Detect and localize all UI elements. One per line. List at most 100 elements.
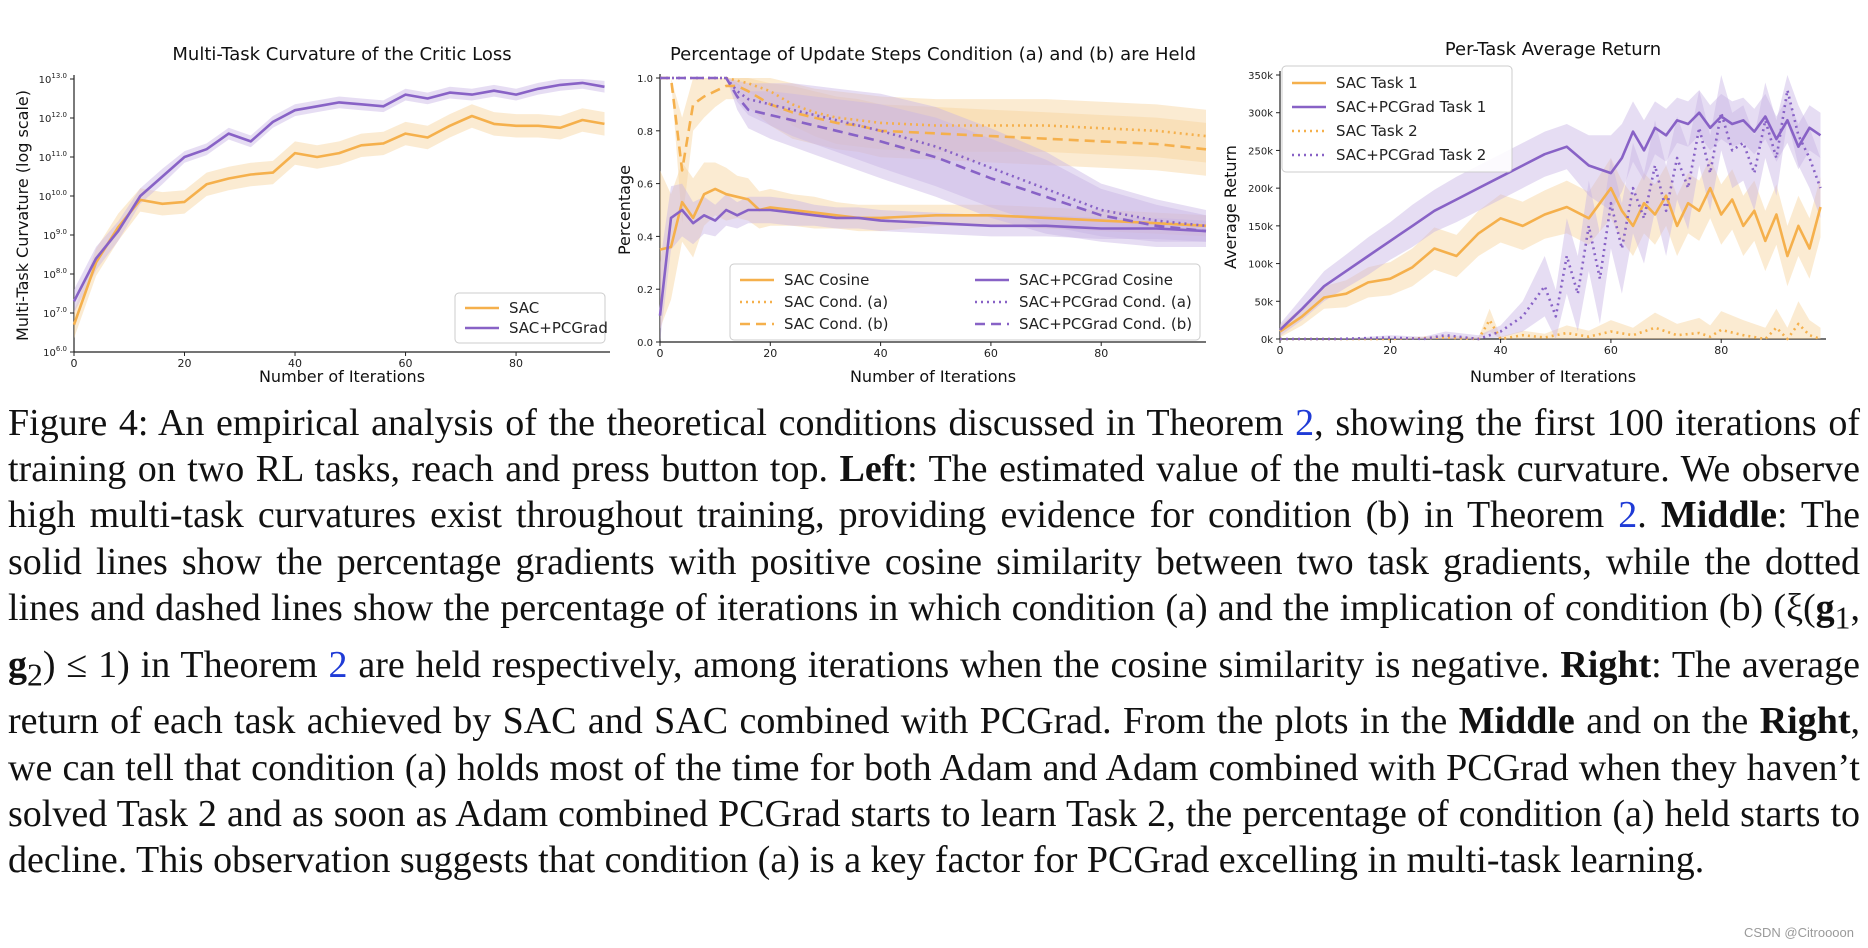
caption-math: ξ(g1, g2) ≤ 1 (8, 586, 1860, 692)
x-tick-label: 20 (1383, 344, 1397, 357)
x-axis-label: Number of Iterations (259, 367, 425, 386)
x-axis-label: Number of Iterations (850, 367, 1016, 386)
y-tick-label: 0.4 (637, 232, 653, 243)
y-tick-label: 150k (1248, 222, 1273, 233)
x-tick-label: 40 (874, 347, 888, 360)
band-sac-cond-b- (660, 78, 1206, 224)
band-sac-pcgrad-task-1 (1280, 90, 1821, 336)
x-tick-label: 0 (71, 357, 78, 370)
y-axis-label: Multi-Task Curvature (log scale) (13, 90, 32, 341)
caption-text: ) in Theorem (117, 643, 329, 686)
caption-text: : The solid lines show the percentage gr… (8, 494, 1861, 629)
series-line-sac-cosine (659, 187, 1207, 251)
caption-text: . (1637, 494, 1661, 537)
y-tick-label: 109.0 (43, 228, 67, 242)
caption-right-label: Right (1759, 700, 1851, 743)
caption-text: and on the (1574, 700, 1760, 743)
caption-right-label: Right (1560, 643, 1652, 686)
math-g1: g (1815, 586, 1835, 629)
math-sub2: 2 (27, 657, 43, 693)
caption-middle-label: Middle (1660, 494, 1777, 537)
caption-text: are held respectively, among iterations … (347, 643, 1561, 686)
caption-fig-label: Figure 4: (8, 402, 149, 444)
legend-box (1281, 65, 1513, 173)
legend-label: SAC Cond. (b) (784, 315, 888, 333)
x-tick-label: 0 (657, 347, 664, 360)
band-sac-cosine (660, 162, 1206, 329)
figure-panels: 0 20 40 60 80 106.0 107.0 108.0 109.0 1010.0 1011.… (13, 39, 1826, 386)
x-axis-label: Number of Iterations (1470, 367, 1636, 386)
math-xi: ξ( (1786, 586, 1816, 629)
chart-title: Per-Task Average Return (1445, 39, 1661, 60)
y-axis-label: Average Return (1221, 145, 1240, 269)
caption-text: : The average return of each task achiev… (8, 643, 1860, 743)
series-line-sac-cond-b- (660, 76, 1207, 172)
legend-label: SAC Task 2 (1336, 122, 1418, 140)
y-tick-label: 0.0 (637, 338, 653, 349)
y-tick-label: 107.0 (43, 306, 67, 320)
math-g2: g (8, 643, 27, 686)
legend-box (729, 263, 1201, 341)
y-tick-label: 350k (1248, 71, 1273, 82)
y-tick-label: 0.2 (637, 285, 653, 296)
legend-label: SAC+PCGrad Cosine (1019, 271, 1173, 289)
legend-label: SAC+PCGrad Task 2 (1336, 146, 1486, 164)
y-tick-label: 100k (1248, 260, 1273, 271)
series-line-sac-pcgrad (72, 81, 605, 302)
y-tick-label: 1011.0 (39, 150, 67, 164)
x-tick-label: 80 (509, 357, 523, 370)
panel-right-return: 0 20 40 60 80 0k 50k 100k 150k 200k 250k 300k 350k Pe… (1221, 39, 1826, 386)
y-tick-label: 1.0 (637, 74, 653, 85)
figure-caption: Figure 4: An empirical analysis of the t… (8, 400, 1860, 883)
y-tick-label: 1013.0 (39, 72, 67, 86)
series-line-sac-pcgrad-cond-b- (660, 76, 1207, 233)
chart-title: Percentage of Update Steps Condition (a)… (670, 44, 1196, 65)
legend-label: SAC+PCGrad Cond. (a) (1019, 293, 1192, 311)
x-tick-label: 20 (178, 357, 192, 370)
series-line-sac (72, 114, 605, 326)
x-tick-label: 0 (1277, 344, 1284, 357)
panel-middle-percentage: 0 20 40 60 80 0.0 0.2 0.4 0.6 0.8 1.0 Percentage of… (615, 44, 1207, 386)
y-tick-label: 108.0 (43, 267, 67, 281)
y-tick-label: 250k (1248, 146, 1273, 157)
legend-box (454, 292, 606, 344)
legend-label: SAC+PCGrad Task 1 (1336, 98, 1486, 116)
y-tick-label: 50k (1254, 297, 1273, 308)
x-tick-label: 60 (1604, 344, 1618, 357)
legend-label: SAC+PCGrad (509, 319, 608, 337)
series-line-sac-pcgrad-task-1 (1279, 111, 1822, 331)
band-sac-pcgrad-cond-a- (660, 78, 1206, 242)
series-line-sac-pcgrad-cosine (658, 208, 1207, 316)
x-tick-label: 80 (1094, 347, 1108, 360)
series-line-sac-pcgrad-task-2 (1280, 88, 1822, 341)
math-sub1: 1 (1834, 600, 1851, 636)
theorem-ref-link[interactable]: 2 (1295, 402, 1315, 444)
y-axis-label: Percentage (615, 165, 634, 255)
x-tick-label: 60 (984, 347, 998, 360)
theorem-ref-link[interactable]: 2 (1618, 494, 1638, 537)
y-tick-label: 200k (1248, 184, 1273, 195)
y-tick-label: 0.8 (637, 127, 653, 138)
caption-left-label: Left (839, 448, 908, 491)
x-tick-label: 40 (288, 357, 302, 370)
band-sac-pcgrad-task-2 (1280, 75, 1821, 339)
band-sac-pcgrad-cosine (660, 183, 1206, 342)
x-tick-label: 20 (763, 347, 777, 360)
x-tick-label: 80 (1714, 344, 1728, 357)
caption-text: , showing the first 100 iterations of tr… (8, 402, 1860, 491)
band-sac-task-1 (1280, 158, 1821, 338)
legend-label: SAC Task 1 (1336, 74, 1418, 92)
chart-title: Multi-Task Curvature of the Critic Loss (172, 44, 511, 65)
caption-text: , we can tell that condition (a) holds m… (8, 700, 1860, 882)
caption-text: : The estimated value of the multi-task … (8, 448, 1860, 537)
legend-label: SAC Cosine (784, 271, 869, 289)
theorem-ref-link[interactable]: 2 (328, 643, 348, 686)
panel-left-curvature: 0 20 40 60 80 106.0 107.0 108.0 109.0 1010.0 1011.… (13, 44, 610, 386)
watermark: CSDN @Citroooon (1743, 925, 1854, 940)
y-tick-label: 1012.0 (39, 111, 67, 125)
y-tick-label: 300k (1248, 109, 1273, 120)
y-tick-label: 1010.0 (39, 189, 67, 203)
math-le: ) ≤ 1 (42, 643, 118, 686)
y-tick-label: 0.6 (637, 180, 653, 191)
caption-text: An empirical analysis of the theoretical… (148, 402, 1296, 444)
